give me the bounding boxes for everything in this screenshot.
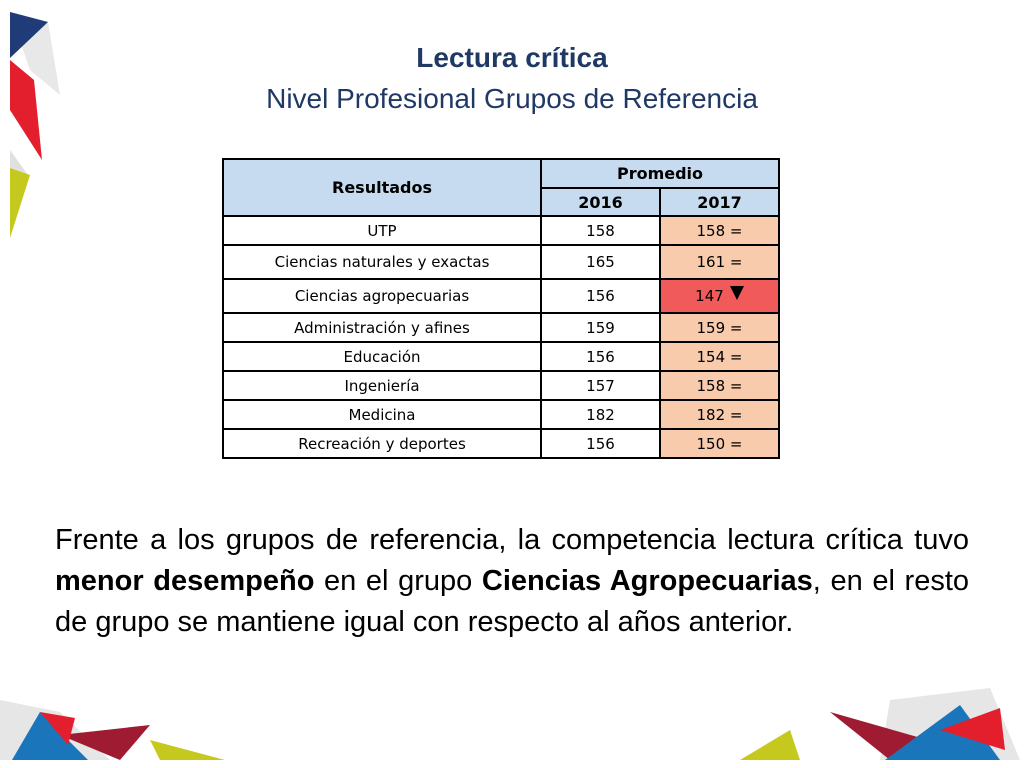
deco-topleft-navy [10,12,48,58]
deco-bottomright-blue [885,705,1000,760]
para-bold-2: Ciencias Agropecuarias [481,565,813,597]
para-text-2: en el grupo [314,565,482,597]
row-group: Ciencias agropecuarias [222,278,542,314]
row-2016: 159 [540,312,661,343]
row-2016: 165 [540,244,661,280]
results-table: Resultados Promedio 2016 2017 UTP 158 15… [222,158,780,459]
row-2017: 150 = [659,428,780,459]
deco-bottomleft-lime [150,740,225,760]
row-group: Educación [222,341,542,372]
row-2017: 161 = [659,244,780,280]
row-2017: 182 = [659,399,780,430]
header-promedio: Promedio [540,158,780,189]
table-row: Administración y afines 159 159 = [222,312,780,343]
row-2016: 157 [540,370,661,401]
table-row: Ingeniería 157 158 = [222,370,780,401]
para-text-1: Frente a los grupos de referencia, la co… [55,524,969,556]
row-2017: 158 = [659,370,780,401]
row-group: Recreación y deportes [222,428,542,459]
row-2017-decrease: 147 [659,278,780,314]
header-year-2017: 2017 [659,187,780,217]
row-2016: 156 [540,278,661,314]
arrow-down-icon [729,285,744,300]
row-group: Ingeniería [222,370,542,401]
header-resultados: Resultados [222,158,542,217]
row-2017: 159 = [659,312,780,343]
header-year-2016: 2016 [540,187,661,217]
deco-bottomleft-darkred [60,725,150,760]
deco-topleft-red [10,60,42,160]
table-years-row: 2016 2017 [223,187,780,217]
table-header-row: Resultados Promedio [222,158,780,217]
row-group: UTP [222,215,542,246]
deco-bottomleft-red [40,712,75,745]
table-row: Educación 156 154 = [222,341,780,372]
title-main: Lectura crítica [416,42,608,73]
table-row: Recreación y deportes 156 150 = [222,428,780,459]
title-subtitle: Nivel Profesional Grupos de Referencia [266,83,758,114]
para-bold-1: menor desempeño [55,565,315,597]
para-text-3: , en el resto de grupo se mantiene igual… [55,565,970,638]
row-group: Administración y afines [222,312,542,343]
table-row: Ciencias agropecuarias 156 147 [222,278,780,314]
row-2016: 182 [540,399,661,430]
slide-title: Lectura crítica Nivel Profesional Grupos… [0,38,1024,120]
deco-bottomleft-blue [12,712,88,760]
row-group: Medicina [222,399,542,430]
row-2017: 158 = [659,215,780,246]
deco-bottomright-lime [740,730,800,760]
table-row: Ciencias naturales y exactas 165 161 = [222,244,780,280]
row-2017-value: 147 [695,287,724,305]
summary-paragraph: Frente a los grupos de referencia, la co… [55,520,969,643]
row-2016: 158 [540,215,661,246]
row-2016: 156 [540,428,661,459]
row-group: Ciencias naturales y exactas [222,244,542,280]
table-row: Medicina 182 182 = [222,399,780,430]
row-2017: 154 = [659,341,780,372]
deco-bottomright-red [940,708,1005,750]
table-row: UTP 158 158 = [222,215,780,246]
deco-topleft-lime [10,168,30,238]
row-2016: 156 [540,341,661,372]
